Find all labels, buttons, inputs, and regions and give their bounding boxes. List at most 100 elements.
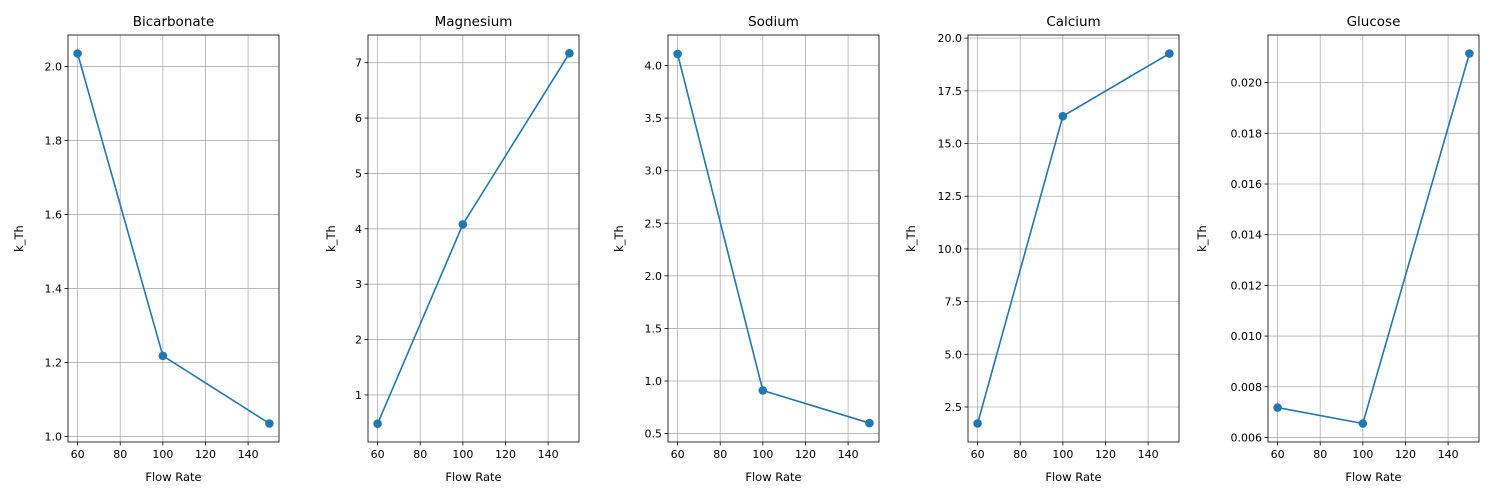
y-tick-label: 2.0 (45, 60, 63, 73)
data-point (265, 419, 274, 428)
y-tick-label: 12.5 (938, 190, 963, 203)
x-tick-label: 100 (752, 448, 773, 461)
y-tick-label: 1 (355, 389, 362, 402)
y-tick-label: 5.0 (945, 348, 963, 361)
x-tick-label: 120 (195, 448, 216, 461)
y-tick-label: 1.0 (45, 430, 63, 443)
series-line (676, 53, 870, 424)
data-point (1165, 49, 1174, 58)
x-axis-label: Flow Rate (145, 470, 201, 484)
subplot-bicarbonate: 60 80 100 120 140 1.0 1.2 1.4 1.6 1.8 2.0 Bicarbona… (12, 14, 280, 484)
x-tick-label: 120 (1395, 448, 1416, 461)
data-point (565, 48, 574, 58)
axes-frame (367, 34, 580, 443)
y-tick-label: 0.5 (645, 428, 663, 441)
y-tick-label: 0.018 (1231, 127, 1263, 140)
y-tick-label: 1.8 (45, 134, 63, 147)
x-tick-label: 80 (413, 448, 427, 461)
data-point (373, 419, 382, 429)
y-tick-label: 0.008 (1231, 381, 1263, 394)
y-axis-label: k_Th (12, 225, 26, 252)
x-axis-label: Flow Rate (1045, 470, 1101, 484)
x-tick-label: 60 (671, 448, 685, 461)
chart-title: Sodium (748, 14, 799, 30)
data-point (1465, 49, 1474, 58)
x-tick-label: 120 (495, 448, 516, 461)
x-tick-label: 120 (795, 448, 816, 461)
y-tick-label: 6 (355, 112, 362, 125)
y-tick-label: 5 (355, 167, 362, 180)
data-point (973, 419, 982, 428)
subplot-glucose: 60 80 100 120 140 0.006 0.008 0.010 0.012 0.014 0.… (1195, 14, 1480, 484)
axes-frame (67, 34, 280, 443)
axes-frame (667, 34, 880, 443)
y-tick-label: 4 (355, 223, 362, 236)
y-tick-label: 3.5 (645, 112, 663, 125)
x-tick-label: 100 (152, 448, 173, 461)
y-axis-label: k_Th (1195, 225, 1209, 252)
x-tick-label: 140 (1138, 448, 1159, 461)
x-tick-label: 80 (113, 448, 127, 461)
x-tick-label: 80 (1013, 448, 1027, 461)
y-tick-label: 3 (355, 278, 362, 291)
y-tick-label: 2.0 (645, 270, 663, 283)
y-tick-label: 1.0 (645, 375, 663, 388)
y-tick-label: 0.014 (1231, 229, 1263, 242)
x-tick-label: 60 (371, 448, 385, 461)
series-line (76, 53, 270, 425)
chart-title: Magnesium (435, 14, 513, 30)
x-tick-label: 60 (971, 448, 985, 461)
chart-title: Calcium (1046, 14, 1100, 30)
data-point (458, 220, 468, 229)
y-tick-label: 15.0 (938, 138, 963, 151)
y-tick-label: 0.010 (1231, 330, 1263, 343)
x-axis-label: Flow Rate (445, 470, 501, 484)
series-line (976, 52, 1170, 424)
data-point (73, 49, 82, 58)
data-point (158, 351, 168, 361)
chart-title: Glucose (1347, 14, 1401, 30)
axes-frame (1267, 34, 1480, 443)
y-tick-label: 1.5 (645, 322, 663, 335)
y-axis-label: k_Th (612, 225, 626, 252)
y-tick-label: 0.020 (1231, 77, 1263, 90)
data-point (1273, 403, 1282, 412)
y-tick-label: 17.5 (938, 85, 963, 98)
y-axis-label: k_Th (324, 225, 338, 252)
x-tick-label: 80 (713, 448, 727, 461)
chart-title: Bicarbonate (133, 14, 215, 30)
series-line (376, 52, 571, 425)
x-tick-label: 100 (1352, 448, 1373, 461)
x-tick-label: 120 (1095, 448, 1116, 461)
data-point (758, 386, 768, 395)
x-axis-label: Flow Rate (745, 470, 801, 484)
y-tick-label: 7.5 (945, 296, 963, 309)
data-point (673, 49, 682, 59)
y-tick-label: 1.4 (45, 282, 63, 295)
x-tick-label: 60 (71, 448, 85, 461)
x-tick-label: 140 (538, 448, 559, 461)
series-line (1277, 53, 1471, 425)
x-tick-label: 60 (1271, 448, 1285, 461)
subplot-calcium: 60 80 100 120 140 2.5 5.0 7.5 10.0 12.5 15.0 17.5 20… (904, 14, 1180, 484)
subplot-sodium: 60 80 100 120 140 0.5 1.0 1.5 2.0 2.5 3.0 3.5 4.0 Sod… (612, 14, 880, 484)
y-tick-label: 20.0 (938, 32, 963, 45)
data-point (1358, 419, 1368, 428)
data-point (1058, 111, 1068, 121)
x-tick-label: 100 (452, 448, 473, 461)
y-tick-label: 0.012 (1231, 279, 1263, 292)
axes-frame (967, 34, 1180, 443)
y-tick-label: 0.006 (1231, 431, 1263, 444)
x-tick-label: 80 (1313, 448, 1327, 461)
y-tick-label: 2 (355, 334, 362, 347)
y-axis-label: k_Th (904, 225, 918, 252)
y-tick-label: 4.0 (645, 59, 663, 72)
x-tick-label: 140 (1438, 448, 1459, 461)
y-tick-label: 2.5 (945, 401, 963, 414)
x-tick-label: 140 (838, 448, 859, 461)
y-tick-label: 1.6 (45, 208, 63, 221)
y-tick-label: 1.2 (45, 356, 63, 369)
x-tick-label: 140 (238, 448, 259, 461)
y-tick-label: 7 (355, 57, 362, 70)
